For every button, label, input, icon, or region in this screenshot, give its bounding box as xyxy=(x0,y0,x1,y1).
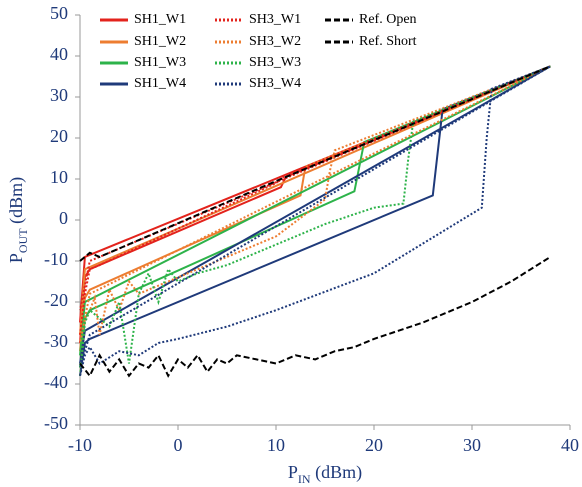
series-line xyxy=(79,65,551,377)
y-axis-label-sub: OUT xyxy=(16,228,30,253)
legend-label: SH1_W3 xyxy=(134,55,186,70)
series-line xyxy=(79,65,551,376)
y-tick-label: 0 xyxy=(59,208,68,228)
x-tick-label: 0 xyxy=(174,435,183,455)
y-tick-label: -50 xyxy=(44,413,68,433)
series-line xyxy=(79,65,551,376)
y-axis-label-rest: (dBm) xyxy=(6,177,27,229)
series-line xyxy=(79,65,551,262)
legend-label: Ref. Short xyxy=(359,34,417,49)
x-tick-label: 20 xyxy=(365,435,383,455)
y-axis-label: POUT (dBm) xyxy=(6,177,30,263)
y-tick-label: -10 xyxy=(44,249,68,269)
legend-label: Ref. Open xyxy=(359,12,417,27)
y-tick-label: -30 xyxy=(44,331,68,351)
x-tick-label: -10 xyxy=(68,435,92,455)
y-tick-label: -40 xyxy=(44,372,68,392)
legend-label: SH3_W2 xyxy=(249,34,301,49)
legend-label: SH3_W1 xyxy=(249,12,301,27)
y-tick-label: 30 xyxy=(50,85,68,105)
legend-label: SH1_W1 xyxy=(134,12,186,27)
series-line xyxy=(79,65,551,376)
x-tick-label: 30 xyxy=(463,435,481,455)
series-line xyxy=(79,65,551,352)
y-axis-label-main: P xyxy=(6,253,26,263)
y-tick-label: 20 xyxy=(50,126,68,146)
y-tick-label: 50 xyxy=(50,3,68,23)
legend-label: SH3_W4 xyxy=(249,76,301,91)
x-tick-label: 10 xyxy=(267,435,285,455)
series-line xyxy=(79,256,551,378)
series-line xyxy=(79,65,551,368)
y-tick-label: 10 xyxy=(50,167,68,187)
x-axis-label: PIN (dBm) xyxy=(288,462,362,486)
x-axis-label-main: P xyxy=(288,462,298,482)
legend-label: SH1_W4 xyxy=(134,76,186,91)
y-tick-label: 40 xyxy=(50,44,68,64)
x-axis-label-sub: IN xyxy=(298,472,311,486)
legend-label: SH3_W3 xyxy=(249,55,301,70)
x-tick-label: 40 xyxy=(561,435,579,455)
series-line xyxy=(79,65,551,335)
y-tick-label: -20 xyxy=(44,290,68,310)
legend-label: SH1_W2 xyxy=(134,34,186,49)
x-axis-label-rest: (dBm) xyxy=(311,462,363,483)
